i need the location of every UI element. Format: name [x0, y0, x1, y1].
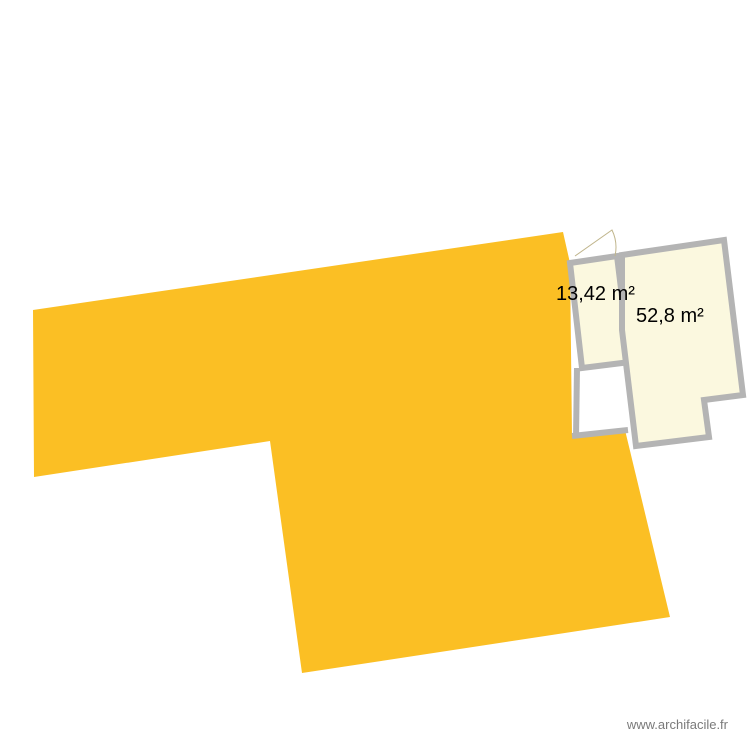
door-arc [575, 230, 616, 256]
floorplan-canvas: 13,42 m² 52,8 m² [0, 0, 750, 750]
room-small-label: 13,42 m² [556, 283, 635, 305]
room-large-label: 52,8 m² [636, 305, 704, 327]
room-large-shape [622, 240, 743, 446]
watermark-text: www.archifacile.fr [627, 717, 728, 732]
wall-segment-2 [576, 368, 577, 438]
